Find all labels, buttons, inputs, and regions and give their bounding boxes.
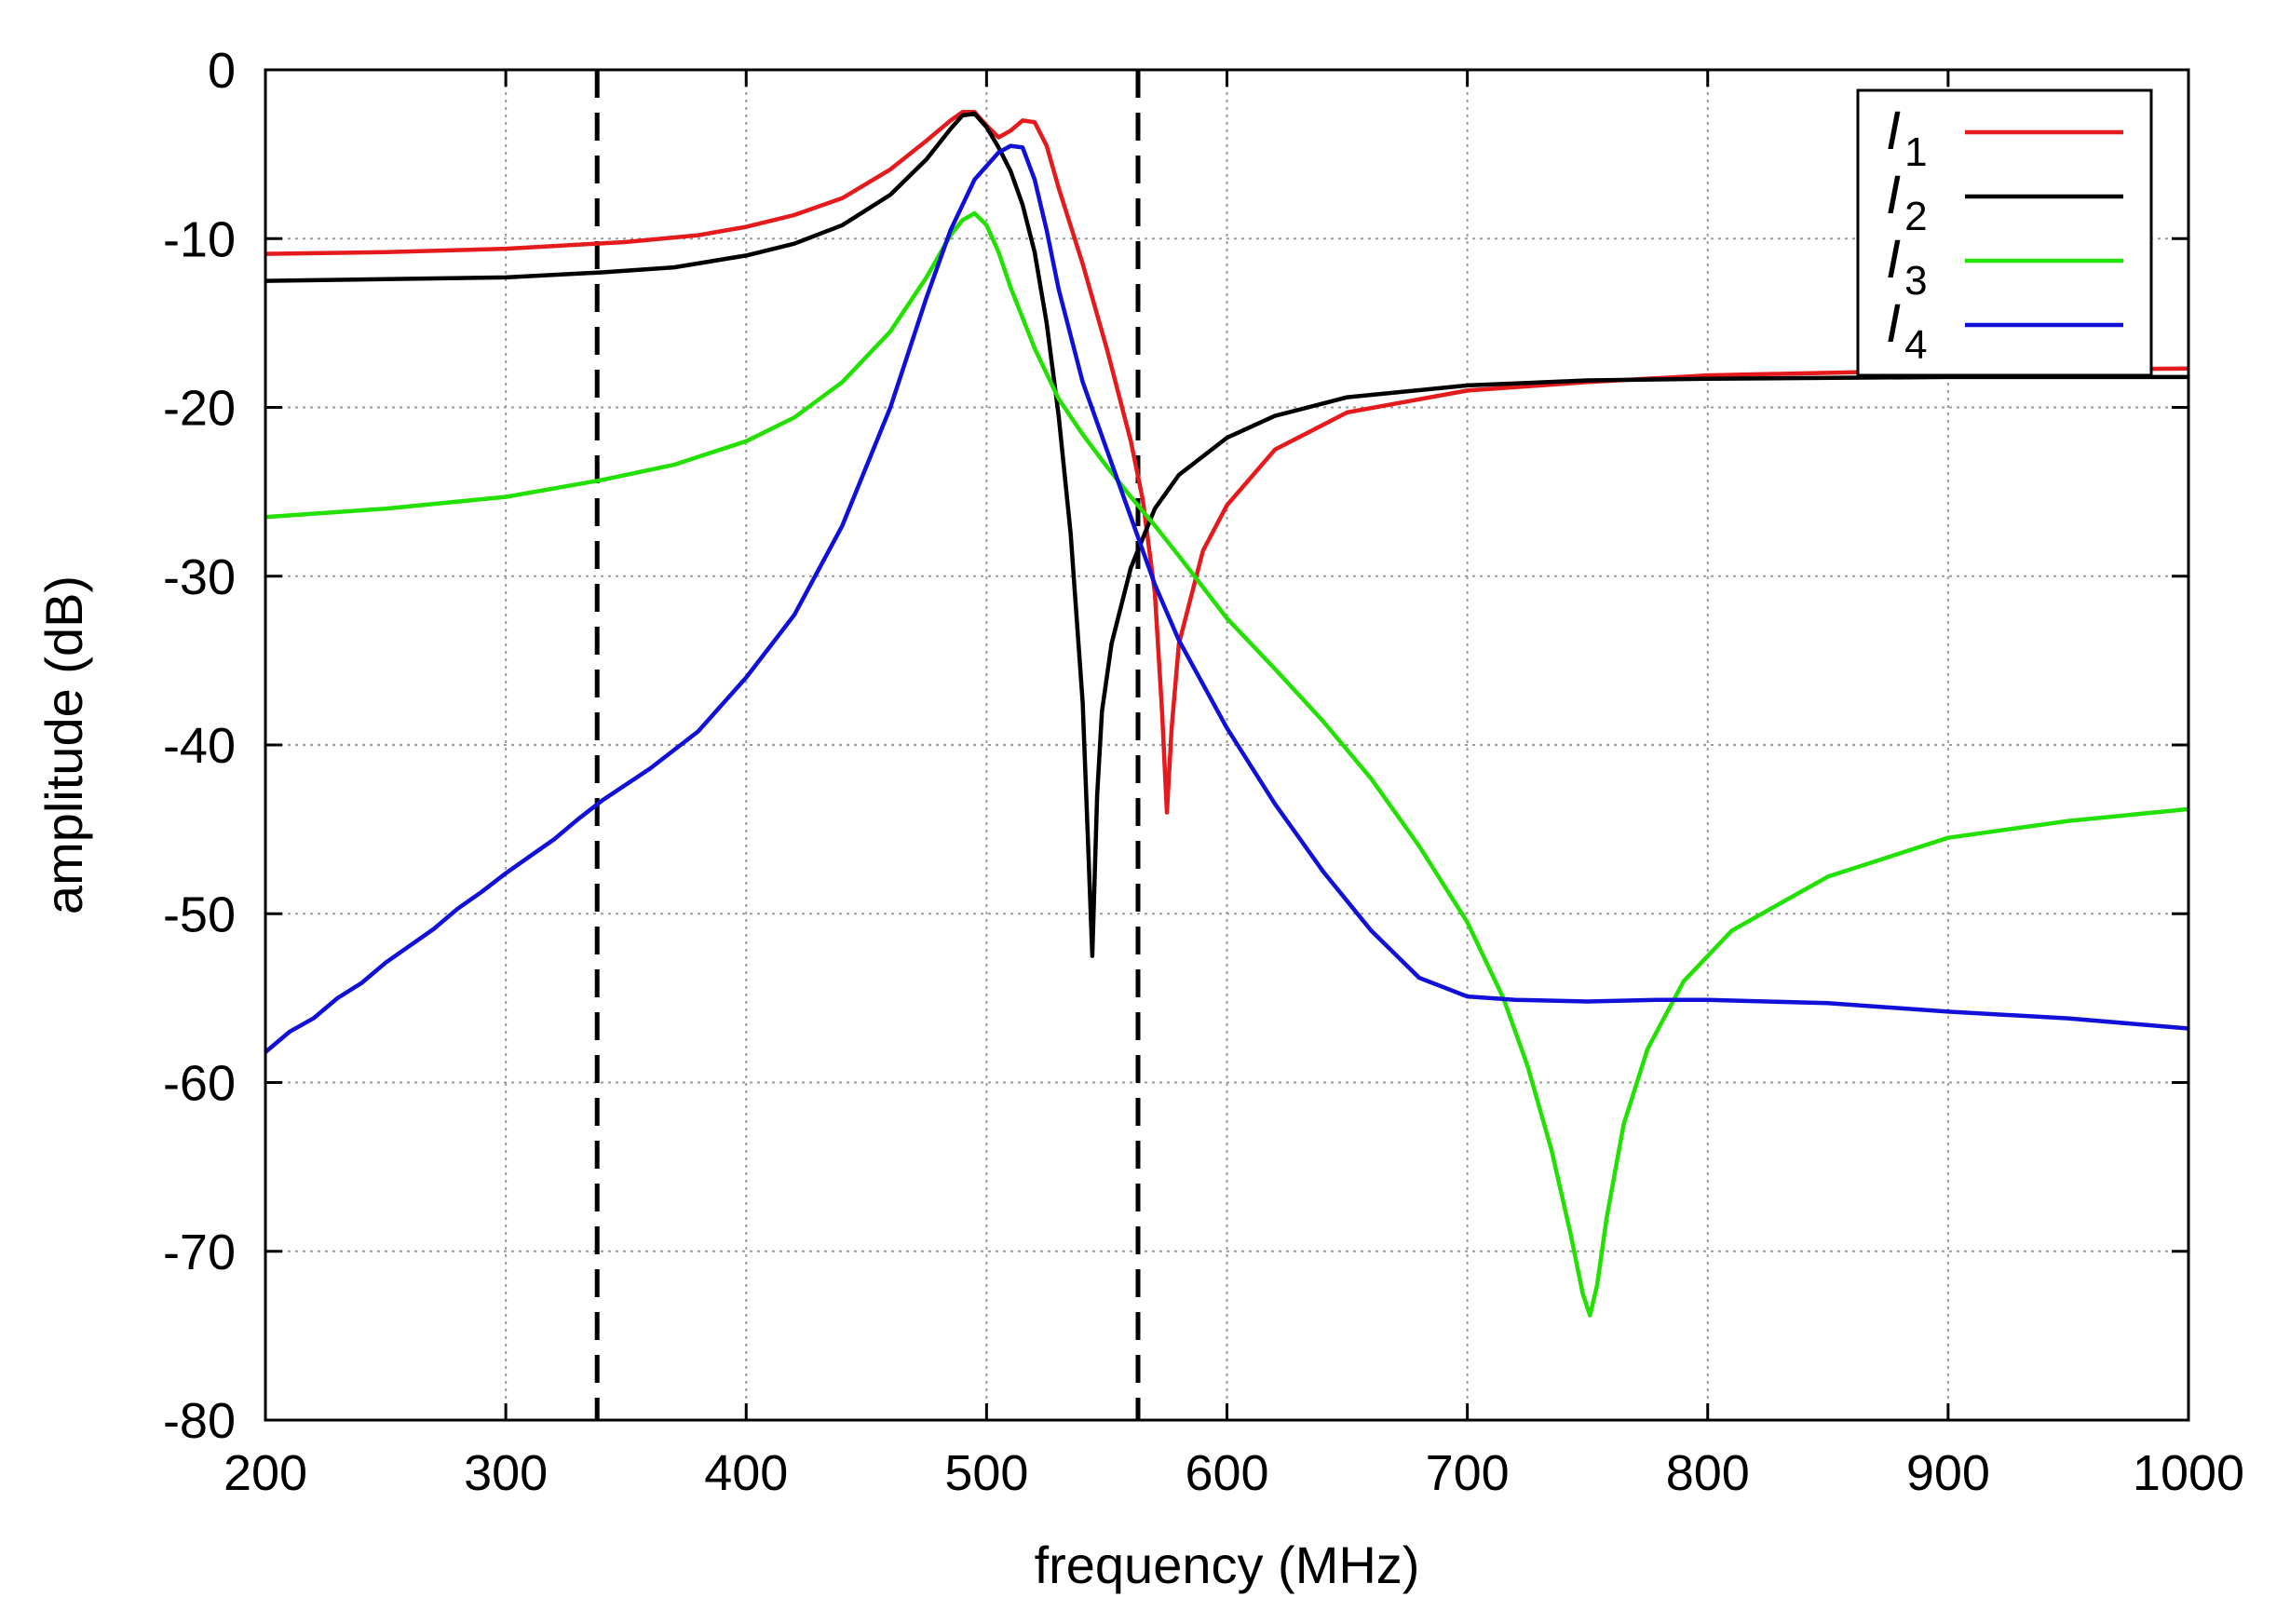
y-tick-label: -60: [163, 1056, 236, 1112]
y-tick-label: 0: [208, 43, 236, 99]
x-axis-label: frequency (MHz): [1035, 1536, 1420, 1594]
series-line-I1: [264, 110, 2189, 815]
y-tick-label: -30: [163, 549, 236, 605]
y-tick-label: -10: [163, 211, 236, 267]
legend-label: I1: [1886, 101, 1928, 175]
legend-subscript: 4: [1904, 322, 1927, 368]
x-tick-label: 800: [1666, 1445, 1750, 1501]
x-tick-label: 200: [224, 1445, 307, 1501]
y-axis-label: amplitude (dB): [34, 575, 93, 914]
y-tick-label: -40: [163, 718, 236, 774]
x-tick-label: 700: [1426, 1445, 1510, 1501]
legend-subscript: 3: [1904, 258, 1927, 304]
legend-box: [1856, 88, 2153, 377]
x-tick-label: 400: [704, 1445, 788, 1501]
axis-ticks: 200 300 400 500 600 700 800 900 1000 0 -10 -20 -30 -4…: [163, 43, 2244, 1501]
legend-subscript: 2: [1904, 194, 1927, 239]
series-line-I3: [264, 210, 2189, 1318]
series-line-I2: [264, 111, 2188, 958]
series-group: [264, 110, 2189, 1318]
y-tick-label: -70: [163, 1225, 236, 1280]
reference-lines: [594, 70, 1141, 1420]
x-tick-label: 500: [944, 1445, 1028, 1501]
x-tick-label: 300: [464, 1445, 548, 1501]
x-tick-label: 1000: [2133, 1445, 2244, 1501]
y-tick-label: -80: [163, 1393, 236, 1449]
grid: [265, 70, 2188, 1420]
y-tick-label: -20: [163, 381, 236, 437]
x-tick-label: 600: [1185, 1445, 1268, 1501]
legend-subscript: 1: [1904, 129, 1927, 175]
y-tick-label: -50: [163, 886, 236, 942]
series-line-I4: [264, 143, 2189, 1054]
x-tick-label: 900: [1906, 1445, 1990, 1501]
